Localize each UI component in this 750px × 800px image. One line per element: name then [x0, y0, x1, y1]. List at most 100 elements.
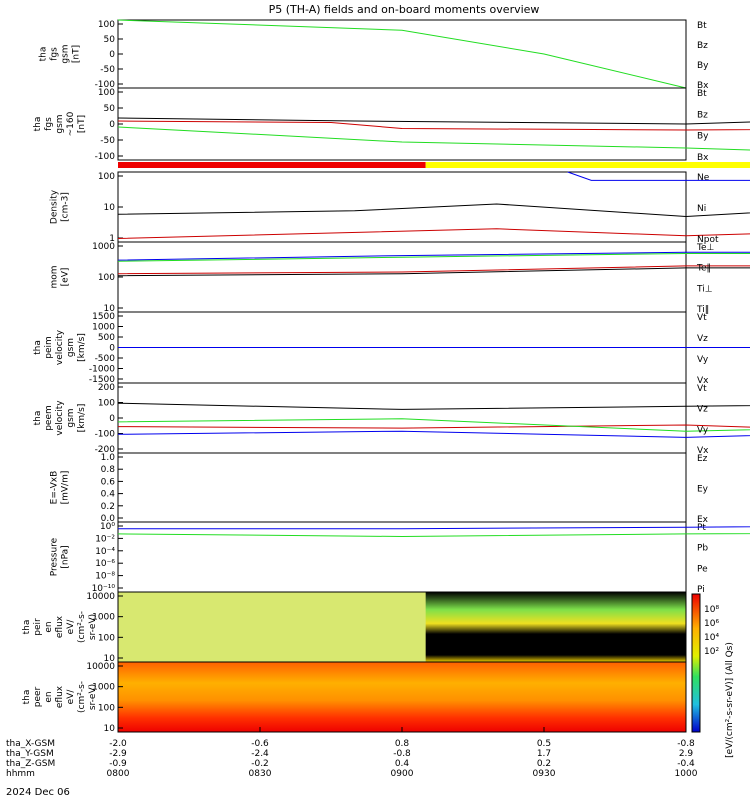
legend-Pt: Pt — [697, 523, 706, 533]
colorbar: 10⁸ 10⁶ 10⁴ 10² [eV/(cm²-s-sr-eV)] (All Qs) — [691, 593, 735, 758]
x-row-value: 0930 — [533, 769, 556, 779]
y-tick-label: 0 — [109, 344, 115, 354]
y-axis-label-line: peir — [33, 618, 43, 636]
series-Te⊥ — [117, 265, 750, 275]
status-bar-segment-0 — [118, 162, 426, 168]
x-row-value: 0800 — [107, 769, 130, 779]
series-Pe — [117, 533, 750, 538]
y-tick-label: 100 — [98, 703, 115, 713]
y-tick-label: 100 — [98, 172, 115, 182]
legend-Bz: Bz — [697, 41, 708, 51]
y-axis-label-line: tha — [33, 411, 43, 426]
x-row-label: hhmm — [6, 769, 35, 779]
y-tick-label: -100 — [95, 80, 116, 90]
y-axis-label-line: eV/ — [66, 689, 76, 705]
series-Vt — [118, 347, 750, 348]
y-axis-label-line: en — [44, 621, 54, 632]
legend-Te‖: Te‖ — [696, 264, 711, 274]
y-tick-label: -200 — [95, 445, 116, 455]
legend-By: By — [697, 61, 709, 71]
panel-fgs_gsm: 100 50 0 -50 -100 thafgsgsm[nT] Bt Bz By Bx — [39, 19, 709, 91]
y-tick-label: 100 — [98, 273, 115, 283]
x-axis-block: tha_X-GSM -2.0 -0.6 0.8 0.5 -0.8 tha_Y-GSM -2.9… — [6, 727, 698, 779]
y-axis-label: mom[eV] — [50, 265, 71, 288]
y-tick-label: 50 — [104, 35, 116, 45]
legend-Ni: Ni — [697, 204, 706, 214]
x-row-value: -0.8 — [677, 739, 695, 749]
x-row-value: 2.9 — [679, 749, 694, 759]
panel-efield: 1.0 0.8 0.6 0.4 0.2 0.0 E=-VxB[mV/m] Ez Ey Ex — [50, 452, 709, 525]
y-axis-label-line: [mV/m] — [61, 471, 71, 505]
x-row-label: tha_Z-GSM — [6, 759, 55, 769]
x-row-value: 0.4 — [395, 759, 410, 769]
series-Ti⊥ — [117, 251, 750, 261]
y-tick-label: 0.0 — [101, 514, 116, 524]
y-tick-label: 0.6 — [101, 477, 116, 487]
legend-Vx: Vx — [697, 376, 709, 386]
panel-frame — [117, 241, 687, 313]
y-tick-label: 10⁻⁴ — [95, 547, 115, 557]
legend-Te⊥: Te⊥ — [696, 243, 715, 253]
y-axis-label-line: eV/ — [66, 619, 76, 635]
y-axis-label-line: tha — [22, 690, 32, 705]
panel-fgs_gsm_zoom: 100 50 0 -50 -100 thafgsgsm~160[nT] Bt Bz By Bx — [33, 87, 750, 163]
y-tick-label: 0 — [109, 50, 115, 60]
y-axis-label-line: peer — [33, 686, 43, 707]
y-tick-label: 1000 — [92, 323, 115, 333]
legend-Bt: Bt — [697, 89, 707, 99]
y-tick-label: 0 — [109, 414, 115, 424]
x-row-value: -0.8 — [393, 749, 411, 759]
y-axis-label-line: fgs — [50, 47, 60, 61]
legend-Ti⊥: Ti⊥ — [696, 284, 713, 294]
y-axis-label-line: [nT] — [77, 115, 87, 133]
legend-Bx: Bx — [697, 153, 709, 163]
y-tick-label: 50 — [104, 104, 116, 114]
legend-Bt: Bt — [697, 21, 707, 31]
legend-Vt: Vt — [697, 384, 707, 394]
y-tick-label: 500 — [98, 333, 115, 343]
legend-Pi: Pi — [697, 585, 705, 595]
y-axis-label: thapeemvelocitygsm[km/s] — [33, 400, 87, 436]
y-tick-label: 1.0 — [101, 453, 116, 463]
colorbar-bar — [691, 593, 701, 733]
y-axis-label-line: gsm — [55, 114, 65, 133]
x-row-value: -0.6 — [251, 739, 269, 749]
x-row-value: 0.5 — [537, 739, 551, 749]
y-axis-label-line: ~160 — [66, 111, 76, 136]
y-axis-label-line: [km/s] — [77, 333, 87, 362]
y-tick-label: 100 — [98, 20, 115, 30]
y-tick-label: 10⁻² — [95, 534, 115, 544]
series-Ne — [117, 228, 750, 239]
y-axis-label-line: tha — [39, 47, 49, 62]
series-Vz — [117, 424, 750, 429]
legend-Vy: Vy — [697, 355, 709, 365]
y-tick-label: 1000 — [92, 683, 115, 693]
y-tick-label: -1000 — [89, 365, 115, 375]
y-tick-label: -50 — [100, 65, 115, 75]
figure-title: P5 (TH-A) fields and on-board moments ov… — [269, 3, 540, 16]
panel-peim_velocity: 150010005000-500-1000-1500thapeimvelocit… — [33, 311, 750, 386]
y-tick-label: -100 — [95, 430, 116, 440]
y-axis-label: thafgsgsm[nT] — [39, 44, 82, 63]
y-axis-label-line: [cm-3] — [61, 192, 71, 222]
y-axis-label-line: velocity — [55, 329, 65, 365]
series-Vy — [117, 418, 750, 432]
legend-Bx: Bx — [697, 81, 709, 91]
y-tick-label: 100 — [98, 399, 115, 409]
y-tick-label: 0.8 — [101, 465, 116, 475]
legend-By: By — [697, 132, 709, 142]
y-tick-label: 10 — [104, 654, 116, 664]
colorbar-tick: 10⁸ — [704, 605, 719, 615]
y-axis-label-line: Density — [50, 189, 60, 224]
legend-Vx: Vx — [697, 446, 709, 456]
y-axis-label-line: peem — [44, 405, 54, 431]
y-axis-label-line: eflux — [55, 615, 65, 638]
panel-frame — [117, 452, 687, 523]
series-Bt — [117, 117, 750, 125]
date-label: 2024 Dec 06 — [6, 787, 70, 798]
panel-peer_en_eflux: 10000 1000 100 10 thapeerenefluxeV/(cm²-s-sr… — [22, 661, 687, 734]
legend-Vy: Vy — [697, 425, 709, 435]
y-axis-label-line: (cm²-s- — [77, 681, 87, 713]
y-tick-label: 1000 — [92, 242, 115, 252]
y-axis-label-line: [nT] — [72, 45, 82, 63]
